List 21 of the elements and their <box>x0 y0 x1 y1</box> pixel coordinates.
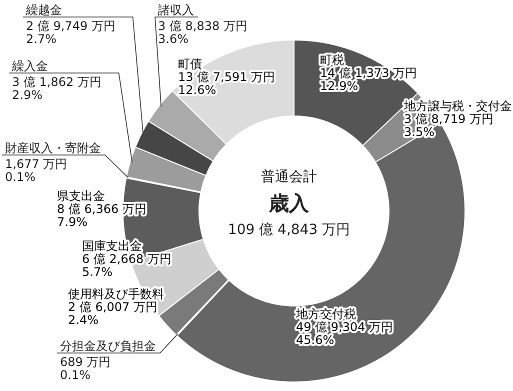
slice-label: 使用料及び手数料 <box>68 287 164 301</box>
data-label: 6 億 2,668 万円 5.7% <box>82 252 172 279</box>
data-label: 3 億 8,838 万円 3.6% <box>158 19 248 46</box>
slice-label: 繰越金 <box>25 3 62 17</box>
text: 歳入 <box>268 190 310 217</box>
slice-label: 繰入金 <box>11 59 48 73</box>
slice-label: 町債 <box>178 57 202 71</box>
text: 109 億 4,843 万円 <box>226 221 352 239</box>
data-label: 3 億 1,862 万円 2.9% <box>12 75 102 102</box>
slice-label: 町税 <box>320 53 344 67</box>
slice-label: 分担金及び負担金 <box>60 339 156 353</box>
slice-label: 県支出金 <box>57 189 105 203</box>
data-label: 2 億 6,007 万円 2.4% <box>68 300 158 327</box>
data-label: 1,677 万円 0.1% <box>5 157 68 184</box>
text: 普通会計 <box>260 168 318 186</box>
slice-label: 地方譲与税・交付金 <box>403 99 512 113</box>
slice-label: 財産収入・寄附金 <box>5 141 101 155</box>
slice-label: 諸収入 <box>158 3 194 17</box>
data-label: 2 億 9,749 万円 2.7% <box>26 19 116 46</box>
data-label: 689 万円 0.1% <box>60 355 111 382</box>
data-label: 13 億 7,591 万円 12.6% <box>178 70 276 97</box>
